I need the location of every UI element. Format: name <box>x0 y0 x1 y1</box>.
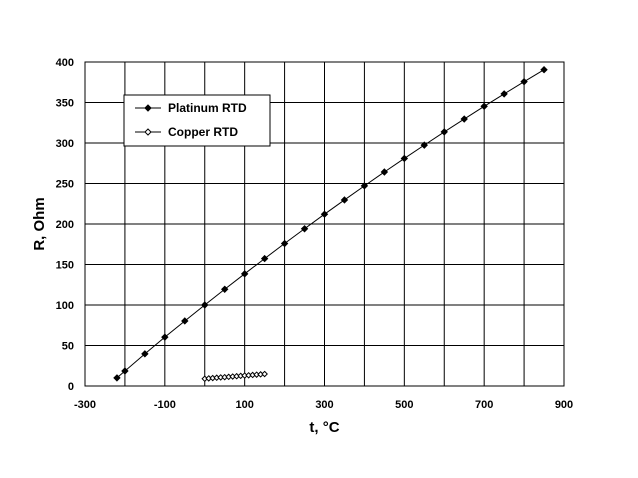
data-point <box>380 168 389 176</box>
x-tick-label: -300 <box>74 399 96 411</box>
x-tick-label: 500 <box>395 399 413 411</box>
legend-item: Copper RTD <box>135 125 238 139</box>
legend-label: Platinum RTD <box>168 101 247 115</box>
y-tick-label: 50 <box>62 341 74 353</box>
legend-box <box>123 94 271 147</box>
y-tick-label: 400 <box>56 57 74 69</box>
data-point <box>340 196 349 204</box>
data-point <box>400 154 409 163</box>
y-tick-label: 350 <box>56 98 74 110</box>
data-point <box>113 374 121 382</box>
legend-marker <box>144 128 152 136</box>
data-point <box>320 210 329 218</box>
x-tick-label: 900 <box>555 399 573 411</box>
legend-marker <box>144 104 152 112</box>
data-point <box>460 115 468 123</box>
y-tick-label: 0 <box>68 381 74 393</box>
data-point <box>300 225 309 233</box>
data-point <box>540 65 548 74</box>
tick-labels: -300 -100 100 300 500 700 900 0 50 100 150 200 250 30… <box>56 57 574 411</box>
x-tick-label: -100 <box>154 399 176 411</box>
data-point <box>161 333 169 341</box>
legend-label: Copper RTD <box>168 125 238 139</box>
legend: Platinum RTD Copper RTD <box>123 94 271 147</box>
y-tick-label: 200 <box>56 219 74 231</box>
y-tick-label: 250 <box>56 179 74 191</box>
data-point <box>420 141 428 149</box>
data-point <box>201 301 209 309</box>
y-tick-label: 150 <box>56 260 74 272</box>
series-1 <box>201 370 268 383</box>
x-tick-label: 300 <box>315 399 333 411</box>
data-point <box>240 270 249 278</box>
y-tick-label: 100 <box>56 300 74 312</box>
y-axis-title: R, Ohm <box>31 197 48 250</box>
series-0 <box>113 65 548 382</box>
data-point <box>141 350 149 358</box>
data-point <box>261 370 268 378</box>
data-point <box>280 239 289 248</box>
data-point <box>221 285 229 293</box>
x-tick-label: 700 <box>475 399 493 411</box>
legend-item: Platinum RTD <box>135 101 247 115</box>
y-tick-label: 300 <box>56 138 74 150</box>
data-point <box>440 128 448 136</box>
data-point <box>480 102 488 111</box>
data-point <box>181 317 189 325</box>
data-point <box>121 367 129 375</box>
x-tick-label: 100 <box>235 399 253 411</box>
data-point <box>260 254 269 263</box>
data-point <box>520 77 528 86</box>
plot-area-frame <box>84 61 565 387</box>
data-point <box>360 182 369 190</box>
x-axis-title: t, °C <box>309 419 339 436</box>
data-point <box>500 90 508 98</box>
series-layer <box>113 65 548 383</box>
